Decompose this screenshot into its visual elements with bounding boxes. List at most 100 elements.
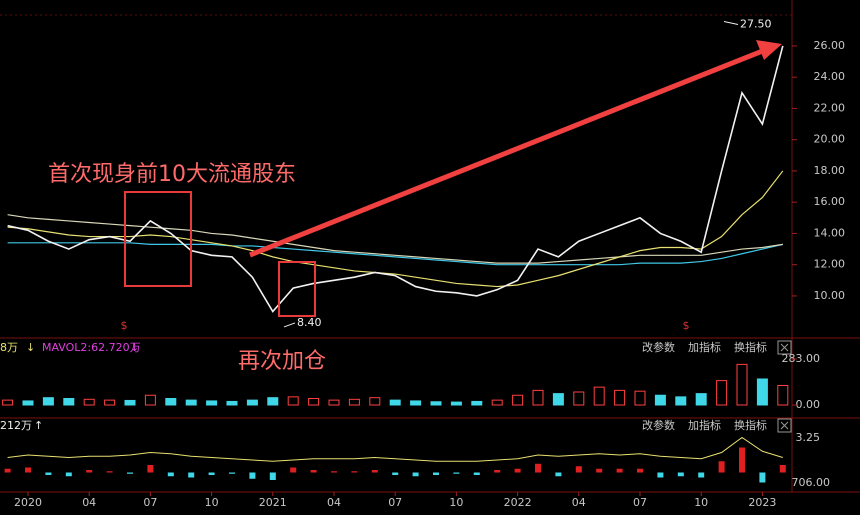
x-tick-label: 10	[449, 496, 463, 509]
indicator-bar	[698, 472, 705, 478]
indicator-bar	[45, 472, 52, 475]
volume-bar	[777, 384, 789, 406]
y-tick-label: 14.00	[814, 226, 846, 239]
indicator-bar	[514, 468, 521, 473]
control-button[interactable]: 换指标	[734, 340, 767, 354]
indicator-bar	[759, 472, 766, 483]
indicator-bar	[718, 461, 725, 473]
indicator-header: ↑	[34, 419, 43, 432]
volume-bar	[675, 396, 687, 406]
volume-bar	[410, 400, 422, 406]
volume-bar	[287, 396, 299, 406]
volume-bar	[308, 397, 320, 406]
annotation: 再次加仓	[238, 349, 326, 374]
volume-bar	[471, 400, 483, 406]
indicator-bar	[616, 468, 623, 473]
y-tick-label: 18.00	[814, 164, 846, 177]
indicator-bar	[290, 467, 297, 473]
volume-header: ↓	[130, 341, 139, 354]
x-tick-label: 2023	[748, 496, 776, 509]
y-tick-label: 706.00	[792, 476, 831, 489]
trend-arrow	[249, 47, 766, 258]
indicator-bar	[147, 465, 154, 473]
close-button[interactable]	[777, 418, 792, 433]
volume-bar	[104, 399, 116, 406]
low-pointer	[283, 322, 296, 328]
volume-bar	[552, 393, 564, 406]
indicator-bar	[473, 472, 480, 475]
indicator-bar	[739, 447, 745, 473]
x-tick-label: 2022	[504, 496, 532, 509]
indicator-bar	[310, 470, 317, 473]
volume-bar	[512, 394, 524, 406]
indicator-bar	[453, 472, 460, 474]
indicator-bar	[65, 472, 72, 477]
indicator-line	[7, 436, 783, 462]
volume-bar	[369, 397, 381, 406]
indicator-bar	[167, 472, 174, 477]
x-tick-label: 07	[633, 496, 647, 509]
indicator-bar	[188, 472, 195, 478]
annotation: 首次现身前10大流通股东	[48, 162, 296, 187]
control-button[interactable]: 改参数	[642, 340, 675, 354]
arrow-head	[756, 40, 782, 60]
volume-bar	[348, 398, 360, 406]
y-tick-label: 10.00	[814, 289, 846, 302]
volume-bar	[83, 398, 95, 406]
volume-bar	[165, 397, 177, 406]
indicator-bar	[4, 468, 11, 473]
price-line	[7, 45, 784, 313]
plot-area: 10.00 12.00 14.00 16.00 18.00 20.00 22.00 24.00…	[2, 18, 846, 509]
indicator-bar	[86, 470, 93, 473]
volume-bar	[634, 390, 646, 406]
volume-bar	[2, 399, 14, 406]
signal-marker: $	[121, 319, 128, 332]
volume-bar	[206, 400, 218, 406]
indicator-header: 212万	[0, 419, 32, 432]
volume-bar	[450, 401, 462, 406]
price-line	[7, 242, 783, 266]
y-tick-label: 3.25	[796, 431, 821, 444]
indicator-bar	[208, 472, 215, 475]
y-tick-label: 0.00	[796, 398, 821, 411]
indicator-bar	[229, 472, 235, 474]
indicator-bar	[596, 468, 603, 473]
high-label: 27.50	[740, 18, 772, 31]
indicator-bar	[433, 472, 439, 475]
x-tick-label: 07	[143, 496, 157, 509]
volume-bar	[124, 399, 136, 406]
volume-bar	[185, 399, 197, 406]
indicator-bar	[555, 472, 562, 477]
x-tick-label: 2021	[259, 496, 287, 509]
volume-bar	[736, 363, 748, 406]
close-button[interactable]	[777, 340, 792, 355]
volume-bar	[267, 397, 279, 406]
control-button[interactable]: 加指标	[688, 418, 721, 432]
indicator-bar	[657, 472, 664, 478]
indicator-bar	[412, 472, 419, 477]
control-button[interactable]: 换指标	[734, 418, 767, 432]
low-label: 8.40	[297, 316, 322, 329]
indicator-bar	[779, 465, 786, 473]
volume-bar	[654, 394, 666, 406]
indicator-bar	[535, 463, 541, 473]
volume-bar	[389, 399, 401, 406]
indicator-bar	[575, 466, 582, 473]
volume-bar	[614, 389, 626, 406]
price-line	[7, 170, 784, 288]
volume-bar	[328, 399, 340, 406]
y-tick-label: 283.00	[782, 352, 821, 365]
x-tick-label: 07	[388, 496, 402, 509]
control-button[interactable]: 改参数	[642, 418, 675, 432]
price-line	[7, 214, 783, 264]
volume-bar	[63, 397, 75, 406]
indicator-bar	[637, 468, 643, 473]
indicator-bar	[371, 470, 378, 473]
volume-bar	[573, 391, 585, 406]
volume-bar	[22, 400, 34, 406]
x-tick-label: 04	[82, 496, 96, 509]
control-button[interactable]: 加指标	[688, 340, 721, 354]
volume-bar	[226, 400, 238, 406]
volume-bar	[695, 393, 707, 406]
